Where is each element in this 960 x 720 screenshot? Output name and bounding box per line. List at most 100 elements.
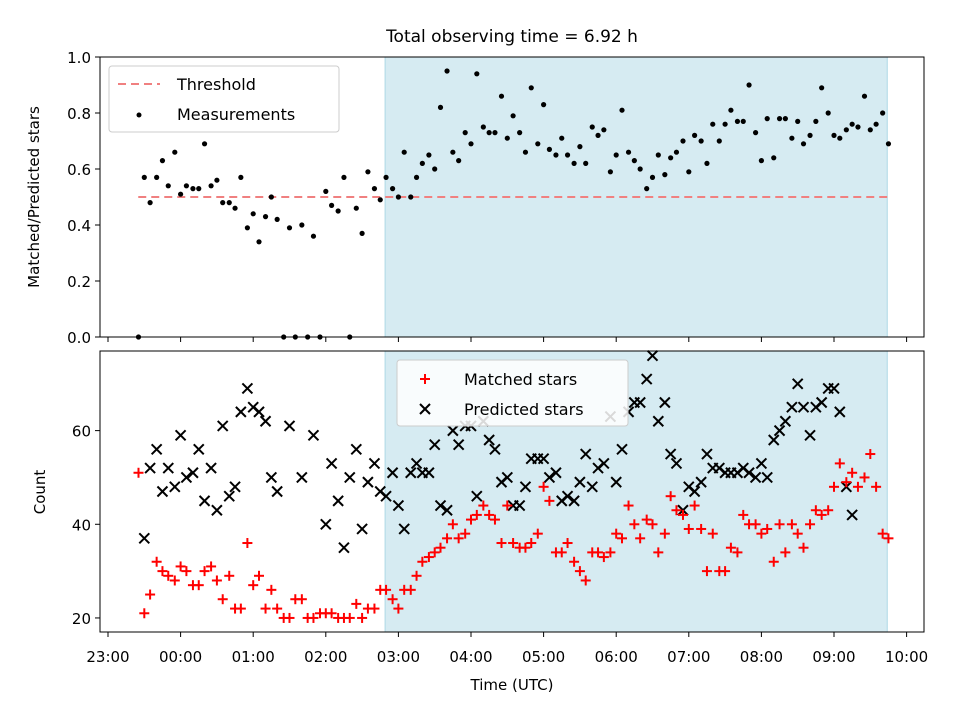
predicted-point — [169, 481, 181, 493]
predicted-point — [598, 457, 610, 470]
measurement-point — [262, 214, 269, 220]
matched-point — [665, 491, 676, 502]
predicted-point — [646, 349, 659, 362]
matched-point — [605, 547, 616, 558]
measurement-point — [329, 202, 335, 208]
matched-point — [151, 556, 162, 567]
matched-point — [768, 556, 779, 567]
measurement-point — [517, 130, 523, 136]
measurement-point — [613, 152, 619, 158]
matched-point — [544, 495, 555, 506]
predicted-point — [652, 415, 665, 427]
measurement-point — [371, 186, 378, 192]
predicted-point — [561, 490, 574, 502]
measurement-point — [208, 183, 214, 189]
matched-point — [538, 481, 549, 492]
matched-point — [805, 519, 816, 530]
matched-point — [254, 570, 265, 581]
measurement-point — [752, 130, 759, 136]
matched-point — [429, 547, 440, 558]
predicted-point — [695, 476, 707, 488]
measurement-point — [510, 113, 516, 119]
measurement-point — [649, 174, 656, 180]
measurement-point — [861, 93, 868, 99]
y-tick-label: 0.0 — [67, 329, 91, 347]
measurement-point — [680, 138, 686, 144]
measurement-point — [825, 110, 831, 116]
predicted-point — [187, 467, 199, 479]
predicted-point — [428, 438, 441, 451]
matched-point — [272, 603, 283, 614]
predicted-point — [283, 420, 296, 432]
predicted-point — [344, 471, 356, 484]
predicted-point — [156, 485, 169, 498]
measurement-point — [426, 152, 432, 158]
predicted-point — [828, 382, 840, 395]
measurement-point — [800, 141, 807, 147]
predicted-point — [380, 490, 392, 502]
measurement-point — [401, 149, 407, 155]
measurement-point — [873, 121, 879, 127]
predicted-point — [768, 434, 780, 446]
measurement-point — [807, 132, 813, 138]
measurement-point — [782, 116, 788, 122]
measurement-point — [444, 68, 450, 74]
measurement-point — [813, 118, 819, 124]
matched-point — [883, 533, 894, 544]
measurement-point — [546, 146, 553, 152]
predicted-point — [640, 373, 653, 385]
matched-point — [865, 449, 876, 460]
top-legend: Threshold Measurements — [108, 65, 340, 133]
predicted-point — [543, 471, 556, 484]
measurement-point — [541, 102, 547, 108]
matched-point — [357, 612, 368, 623]
matched-point — [816, 509, 827, 520]
matched-point — [629, 519, 640, 530]
predicted-point — [217, 420, 229, 432]
predicted-point — [664, 448, 677, 460]
predicted-point — [356, 523, 368, 535]
matched-point — [738, 509, 749, 520]
predicted-point — [634, 396, 646, 409]
measurement-point — [619, 107, 625, 113]
matched-point — [326, 608, 337, 619]
matched-point — [859, 472, 870, 483]
bottom-y-axis-label: Count — [31, 470, 49, 515]
measurement-point — [655, 152, 661, 158]
predicted-point — [241, 382, 254, 395]
measurement-point — [710, 121, 716, 127]
y-tick-label: 0.8 — [67, 105, 91, 123]
matched-point — [387, 594, 398, 605]
matched-point — [732, 547, 743, 558]
predicted-point — [144, 462, 156, 474]
measurement-point — [408, 194, 414, 200]
measurement-point — [183, 183, 190, 189]
measurement-point — [668, 155, 674, 161]
predicted-point — [211, 504, 223, 516]
x-axis-label: Time (UTC) — [470, 676, 554, 694]
predicted-point — [550, 467, 562, 479]
predicted-point — [586, 481, 598, 493]
matched-point — [786, 519, 797, 530]
measurement-point — [395, 194, 401, 200]
measurement-point — [190, 186, 196, 192]
legend-measurement-label: Measurements — [177, 105, 295, 124]
x-tick-label: 07:00 — [667, 648, 710, 666]
measurement-point — [353, 205, 359, 211]
measurement-point — [625, 149, 632, 155]
measurement-point — [419, 160, 425, 166]
predicted-point — [773, 424, 786, 437]
measurement-point — [843, 127, 849, 133]
matched-point — [139, 608, 150, 619]
y-tick-label: 40 — [72, 516, 91, 534]
measurement-point — [631, 158, 637, 164]
predicted-point — [229, 481, 241, 493]
measurement-point — [238, 174, 244, 180]
predicted-point — [362, 476, 374, 488]
matched-point — [750, 519, 761, 530]
top-y-ticks: 0.0 0.2 0.4 0.6 0.8 1.0 — [67, 49, 100, 347]
measurement-point — [698, 138, 704, 144]
measurement-point — [577, 144, 583, 150]
predicted-point — [786, 401, 798, 413]
